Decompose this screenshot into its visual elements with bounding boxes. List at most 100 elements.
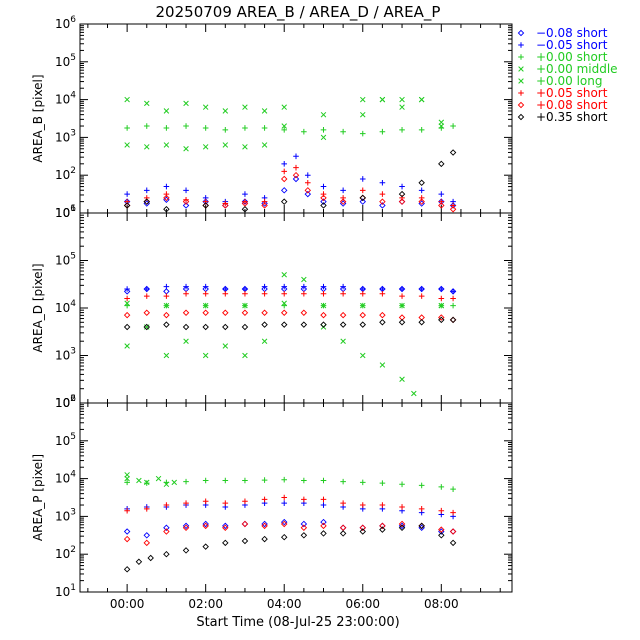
data-point-p008_short bbox=[241, 309, 249, 316]
data-point-m005_short bbox=[359, 286, 366, 292]
y-tick-label: 104 bbox=[55, 91, 76, 107]
data-point-p035_short bbox=[182, 323, 190, 331]
data-point-p000_short bbox=[418, 127, 425, 133]
data-point-p000_middle bbox=[222, 343, 229, 349]
data-point-p008_short bbox=[143, 309, 151, 316]
data-point-p000_middle bbox=[281, 271, 287, 278]
data-point-p035_short bbox=[339, 530, 347, 537]
data-point-p008_short bbox=[339, 198, 347, 205]
data-point-p005_short bbox=[340, 500, 346, 506]
data-point-p000_short bbox=[281, 476, 288, 483]
data-point-p005_short bbox=[183, 500, 189, 506]
data-point-p035_short bbox=[163, 550, 170, 558]
data-point-m005_short bbox=[379, 179, 386, 186]
data-point-m008_short bbox=[163, 288, 170, 295]
data-point-p008_short bbox=[449, 205, 457, 213]
data-point-p000_middle bbox=[281, 123, 287, 129]
y-tick-label: 106 bbox=[55, 204, 76, 220]
data-point-p000_short bbox=[301, 128, 307, 135]
data-point-p005_short bbox=[143, 293, 150, 299]
data-point-m008_short bbox=[182, 202, 190, 209]
data-point-m005_short bbox=[242, 286, 248, 292]
data-point-p000_long bbox=[183, 100, 189, 107]
data-point-m008_short bbox=[280, 187, 288, 194]
data-point-m008_short bbox=[163, 524, 170, 531]
data-point-p035_short bbox=[123, 566, 131, 573]
data-point-p000_short bbox=[450, 302, 456, 309]
data-point-p008_short bbox=[379, 522, 386, 530]
data-point-p035_short bbox=[202, 202, 209, 209]
data-point-p035_short bbox=[143, 323, 151, 331]
data-point-m008_short bbox=[398, 522, 406, 530]
data-point-p000_middle bbox=[183, 145, 189, 152]
data-point-p035_short bbox=[261, 535, 268, 543]
data-point-p035_short bbox=[143, 198, 151, 205]
data-point-p035_short bbox=[163, 205, 170, 213]
data-point-p005_short bbox=[340, 290, 346, 297]
y-tick-label: 102 bbox=[55, 545, 76, 561]
data-point-p000_long bbox=[242, 104, 248, 110]
data-point-p035_short bbox=[418, 522, 425, 530]
data-point-p008_short bbox=[320, 311, 327, 319]
data-point-p000_short bbox=[450, 123, 456, 129]
panel-2: AREA_D [pixel] 102 103 104 105 106 bbox=[31, 204, 513, 410]
data-point-m008_short bbox=[143, 200, 151, 207]
data-point-p035_short bbox=[202, 323, 209, 331]
data-point-p035_short bbox=[418, 179, 425, 186]
legend-label-p005_short: +0.05 short bbox=[536, 86, 608, 100]
data-point-p005_short bbox=[261, 198, 268, 205]
data-point-p008_short bbox=[123, 535, 131, 543]
data-point-m008_short bbox=[241, 520, 249, 528]
data-point-p000_short bbox=[163, 125, 170, 131]
data-point-p035_short bbox=[241, 537, 249, 545]
data-point-m008_short bbox=[438, 285, 445, 293]
data-point-p008_short bbox=[261, 522, 268, 530]
data-point-m005_short bbox=[293, 153, 299, 160]
data-point-p000_short bbox=[202, 125, 209, 131]
data-point-p035_short bbox=[398, 524, 406, 531]
data-point-m008_short bbox=[438, 528, 445, 535]
data-point-p005_short bbox=[340, 195, 346, 201]
data-point-m005_short bbox=[340, 187, 346, 194]
x-tick-label: 04:00 bbox=[267, 597, 302, 611]
data-point-p035_short bbox=[438, 316, 445, 324]
data-point-p035_short bbox=[300, 532, 308, 539]
data-point-p008_short bbox=[280, 175, 288, 183]
data-point-p035_short bbox=[449, 149, 457, 156]
data-point-p008_short bbox=[320, 522, 327, 530]
data-point-p008_short bbox=[300, 524, 308, 531]
data-point-p000_middle bbox=[124, 142, 130, 148]
data-point-p000_middle bbox=[360, 111, 366, 118]
data-point-p000_short bbox=[399, 481, 405, 488]
data-point-p005_short bbox=[202, 498, 209, 505]
data-point-p000_middle bbox=[261, 338, 268, 345]
data-point-p000_short bbox=[143, 123, 150, 129]
data-point-m005_short bbox=[438, 191, 445, 197]
data-point-m008_short bbox=[123, 288, 131, 295]
y-tick-label: 105 bbox=[55, 432, 76, 448]
data-point-m008_short bbox=[418, 285, 425, 293]
data-point-p000_long bbox=[202, 104, 209, 110]
data-point-m008_short bbox=[418, 524, 425, 531]
data-point-m005_short bbox=[399, 183, 405, 190]
data-point-p000_short bbox=[202, 477, 209, 484]
data-point-p035_short bbox=[359, 321, 367, 328]
data-point-p005_short bbox=[163, 191, 170, 197]
data-point-p000_middle bbox=[399, 376, 405, 383]
data-point-p008_short bbox=[123, 311, 131, 319]
data-point-p000_long bbox=[144, 100, 150, 107]
data-point-p000_middle bbox=[163, 142, 170, 148]
data-point-m005_short bbox=[399, 286, 405, 292]
x-tick-label: 02:00 bbox=[188, 597, 223, 611]
data-point-m008_short bbox=[418, 200, 425, 207]
y-tick-label: 101 bbox=[55, 583, 76, 599]
data-point-p035_short bbox=[123, 323, 131, 331]
data-point-p000_short bbox=[242, 302, 248, 309]
y-tick-label: 101 bbox=[55, 204, 76, 220]
chart-title: 20250709 AREA_B / AREA_D / AREA_P bbox=[156, 3, 441, 22]
data-point-p008_short bbox=[300, 309, 308, 316]
data-point-p005_short bbox=[301, 496, 307, 503]
data-point-m005_short bbox=[320, 183, 327, 190]
legend-marker-p000_long bbox=[518, 78, 524, 84]
data-point-p005_short bbox=[261, 290, 268, 297]
